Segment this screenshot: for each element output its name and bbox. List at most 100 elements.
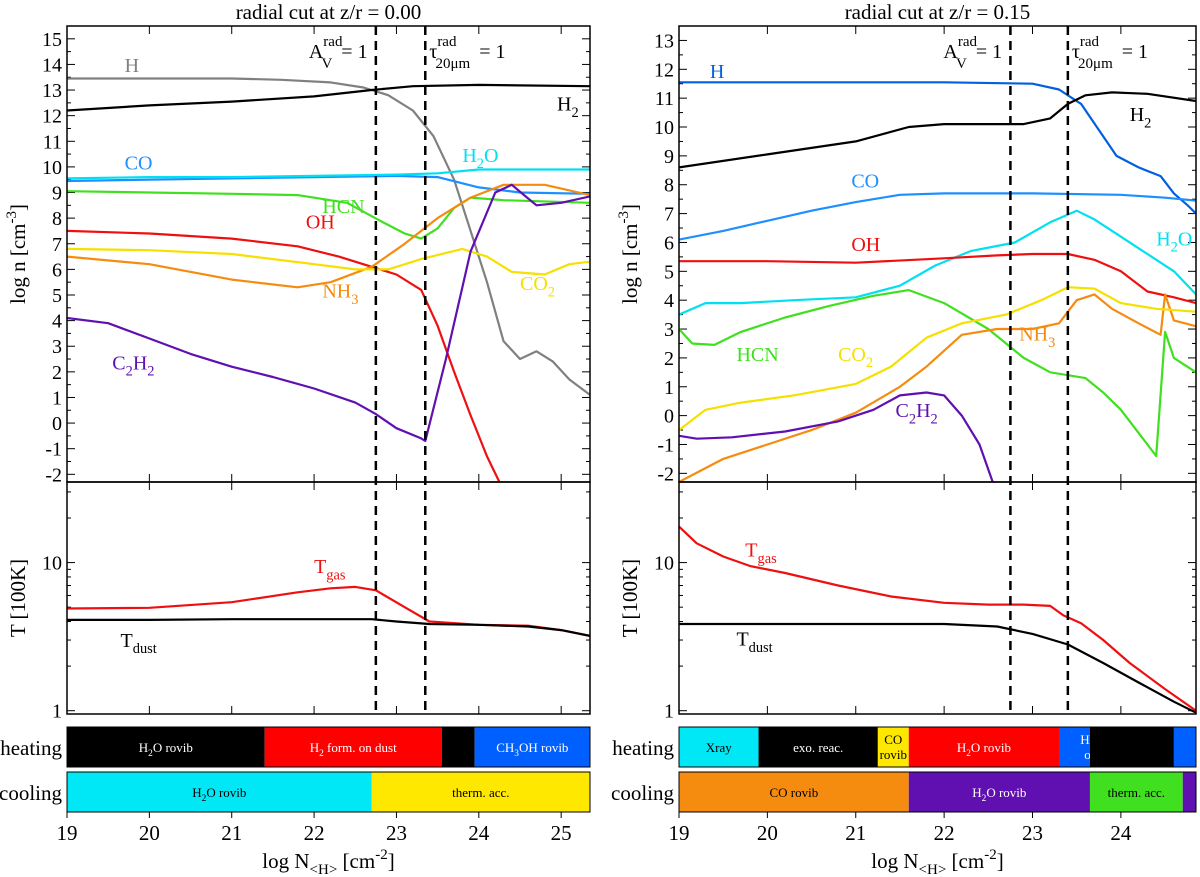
y-tick-label: 8 — [664, 175, 674, 197]
cooling-row-label: cooling — [0, 781, 62, 805]
heating-segment — [67, 727, 265, 767]
series-label-h2o-part: H — [1156, 228, 1170, 250]
density-series-group — [67, 77, 590, 482]
xlabel-sub: <H> — [919, 862, 947, 877]
cooling-segment — [908, 772, 1090, 812]
y-tick-label: -1 — [45, 439, 62, 461]
cooling-segment-label: H2O rovib — [972, 785, 1026, 804]
series-line-h2 — [679, 91, 1196, 169]
x-tick-label: 24 — [468, 821, 490, 845]
cooling-segment-label: therm. acc. — [1108, 785, 1165, 800]
av-label-sub: V — [321, 56, 332, 72]
heating-segment — [264, 727, 442, 767]
heating-bar-frame — [678, 726, 1197, 768]
temp-axes-frame — [678, 481, 1197, 715]
heating-segment — [877, 727, 909, 767]
series-label-c2h2-part: H — [133, 352, 147, 374]
y-tick-label: 3 — [664, 319, 674, 341]
series-label-h2o-part: 2 — [1171, 240, 1178, 256]
cooling-segment — [371, 772, 590, 812]
series-line-h — [679, 81, 1196, 215]
heating-segment-label: Xray — [706, 740, 732, 755]
series-label-h: H — [125, 55, 139, 77]
tau-label: τrad 20μm = 1 — [429, 34, 505, 72]
temp-series-group — [679, 525, 1196, 714]
heating-segment-label: H2 form. on dust — [310, 740, 397, 759]
density-y-axis-label: log n [cm-3] — [4, 204, 30, 304]
xlabel-unit: [cm — [337, 849, 375, 873]
y-tick-label: 8 — [52, 208, 62, 230]
series-line-h2o — [679, 209, 1196, 316]
ylabel-sup: -3 — [4, 211, 20, 224]
x-tick-label: 25 — [551, 821, 572, 845]
series-label-c2h2: C2H2 — [896, 400, 938, 427]
series-line-c2h2 — [679, 391, 994, 482]
y-tick-label: 5 — [664, 261, 674, 283]
heating-segment-label-part: Xray — [706, 740, 732, 755]
cooling-segment — [67, 772, 372, 812]
av-label-sup: rad — [958, 34, 978, 50]
x-tick-label: 19 — [669, 821, 690, 845]
xlabel-unit: [cm — [946, 849, 984, 873]
series-label-co-part: CO — [851, 171, 879, 193]
heating-segment — [679, 727, 759, 767]
tau-label-main: τ — [429, 41, 437, 63]
series-label-oh-part: OH — [851, 234, 880, 256]
x-tick-label: 22 — [934, 821, 955, 845]
series-label-h2o-part: 2 — [477, 156, 484, 172]
y-tick-label: 14 — [42, 54, 62, 76]
tau-label: τrad 20μm = 1 — [1072, 34, 1148, 72]
y-tick-label: 12 — [42, 106, 62, 128]
y-tick-label: -2 — [45, 464, 62, 486]
cooling-segment-label: H2O rovib — [192, 785, 246, 804]
series-label-c2h2-part: 2 — [909, 411, 916, 427]
series-label-c2h2: C2H2 — [112, 352, 154, 379]
heating-segment-label-part: 2 — [319, 749, 324, 759]
series-line-c2h2 — [67, 183, 590, 443]
ylabel-main: log n [cm — [6, 224, 30, 304]
heating-segment-label: CH3OH rovib — [496, 740, 568, 759]
xlabel-sup: -2 — [375, 847, 388, 863]
series-label-co2-part: 2 — [548, 284, 555, 300]
xlabel-sup: -2 — [984, 847, 997, 863]
series-label-tgas-part: T — [314, 556, 326, 578]
cooling-segment-label-part: O rovib — [206, 785, 246, 800]
y-tick-label: 7 — [52, 234, 62, 256]
av-label-sup: rad — [323, 34, 343, 50]
series-label-co2-part: CO — [520, 273, 548, 295]
cooling-bar-frame — [66, 771, 591, 813]
temp-series-group — [67, 585, 590, 637]
series-label-tdust-part: T — [121, 630, 133, 652]
series-label-nh3-part: 3 — [1048, 335, 1055, 351]
heating-segment-label-part: CO — [884, 732, 902, 747]
y-tick-label: 3 — [52, 336, 62, 358]
cooling-segment-label-part: H — [972, 785, 981, 800]
series-label-nh3-part: 3 — [351, 292, 358, 308]
series-label-h2: H2 — [1130, 104, 1152, 131]
series-label-oh: OH — [851, 234, 880, 256]
temp-y-axis-label: T [100K] — [618, 559, 642, 637]
av-label-main: A — [943, 41, 958, 63]
series-line-co2 — [679, 286, 1196, 431]
series-label-oh: OH — [306, 211, 335, 233]
y-tick-label: 4 — [52, 311, 62, 333]
series-line-co — [679, 192, 1196, 241]
density-series-group — [679, 81, 1196, 482]
heating-segment-label: H2O rovib — [139, 740, 193, 759]
series-line-hcn — [679, 289, 1196, 458]
y-tick-label: 1 — [52, 387, 62, 409]
temp-axes-frame — [66, 481, 591, 715]
series-line-h2 — [67, 83, 590, 112]
y-tick-label: 13 — [42, 80, 62, 102]
y-tick-label: 2 — [664, 348, 674, 370]
xlabel-main: log N — [871, 849, 918, 873]
series-label-tdust: Tdust — [736, 629, 772, 656]
cooling-segment-label-part: CO rovib — [770, 785, 819, 800]
y-tick-label: 12 — [654, 59, 674, 81]
cooling-segment-label-part: therm. acc. — [452, 785, 509, 800]
series-label-hcn-part: HCN — [322, 196, 364, 218]
y-tick-label: 1 — [664, 377, 674, 399]
heating-segment — [1059, 727, 1090, 767]
chart-title: radial cut at z/r = 0.15 — [845, 0, 1031, 24]
series-line-h — [67, 77, 590, 396]
